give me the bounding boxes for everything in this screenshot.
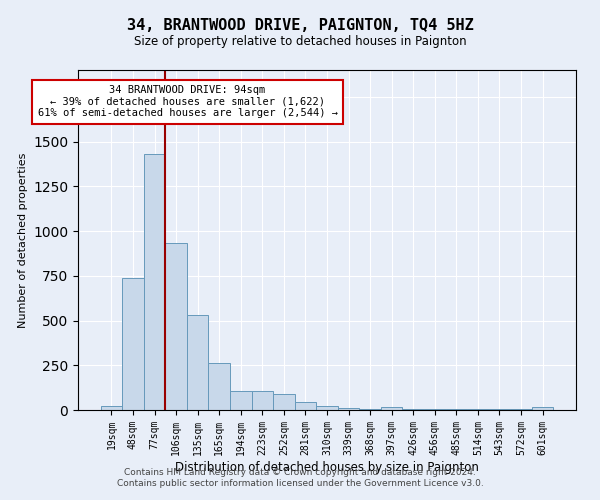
X-axis label: Distribution of detached houses by size in Paignton: Distribution of detached houses by size … (175, 460, 479, 473)
Bar (187, 315, 208, 410)
Bar (166, 242, 187, 410)
Bar (338, 408, 359, 410)
Text: Size of property relative to detached houses in Paignton: Size of property relative to detached ho… (134, 35, 466, 48)
Bar (295, 402, 316, 410)
Text: 34, BRANTWOOD DRIVE, PAIGNTON, TQ4 5HZ: 34, BRANTWOOD DRIVE, PAIGNTON, TQ4 5HZ (127, 18, 473, 32)
Text: Contains HM Land Registry data © Crown copyright and database right 2024.
Contai: Contains HM Land Registry data © Crown c… (116, 468, 484, 487)
Bar (208, 362, 230, 410)
Bar (251, 390, 273, 410)
Bar (446, 409, 467, 410)
Bar (467, 409, 488, 410)
Bar (359, 409, 381, 410)
Text: 34 BRANTWOOD DRIVE: 94sqm
← 39% of detached houses are smaller (1,622)
61% of se: 34 BRANTWOOD DRIVE: 94sqm ← 39% of detac… (38, 86, 338, 118)
Bar (510, 409, 532, 410)
Y-axis label: Number of detached properties: Number of detached properties (17, 152, 28, 328)
Bar (424, 409, 446, 410)
Bar (273, 394, 295, 410)
Bar (144, 154, 166, 410)
Bar (381, 408, 403, 410)
Bar (101, 406, 122, 410)
Bar (316, 406, 338, 410)
Bar (488, 409, 510, 410)
Bar (403, 409, 424, 410)
Bar (230, 390, 251, 410)
Bar (532, 408, 553, 410)
Bar (122, 278, 144, 410)
